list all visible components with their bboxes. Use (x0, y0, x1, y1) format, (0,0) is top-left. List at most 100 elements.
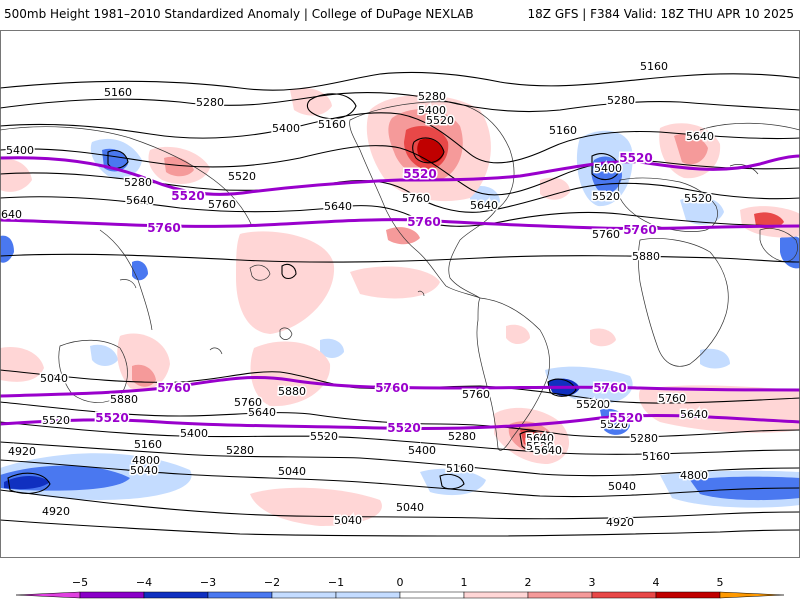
contour-label: 5040 (396, 501, 424, 514)
colorbar-tick-label: 1 (461, 576, 468, 589)
contour-label: 5400 (180, 427, 208, 440)
contour-label: 5280 (607, 94, 635, 107)
colorbar-tick-label: 2 (525, 576, 532, 589)
negative-anomaly-shading (0, 130, 800, 508)
contour-label: 5160 (104, 86, 132, 99)
contour-label: 4800 (680, 469, 708, 482)
highlight-contours (0, 154, 800, 430)
colorbar-tick-label: 4 (653, 576, 660, 589)
contour-label: 5640 (534, 444, 562, 457)
contour-label: 5520 (426, 114, 454, 127)
contour-label: 5400 (418, 104, 446, 117)
colorbar-segment (79, 591, 145, 599)
contour-label: 5640 (324, 200, 352, 213)
contour-label: 5280 (448, 430, 476, 443)
height-contours (0, 71, 800, 537)
contour-label: 5160 (318, 118, 346, 131)
colorbar-segment (527, 591, 593, 599)
contour-label: 5760 (402, 192, 430, 205)
contour-label: 5400 (6, 144, 34, 157)
highlight-contour-label: 5760 (147, 221, 180, 235)
contour-label: 5520 (42, 414, 70, 427)
colorbar: −5 −4 −3 −2 −1 0 1 2 3 4 5 (0, 558, 800, 600)
contour-label: 5400 (594, 162, 622, 175)
highlight-contour-label: 5760 (375, 381, 408, 395)
colorbar-segment (591, 591, 657, 599)
highlight-contour-label: 5760 (593, 381, 626, 395)
colorbar-tick-label: −1 (328, 576, 344, 589)
contour-label: 5520 (310, 430, 338, 443)
contour-label: 5280 (124, 176, 152, 189)
contour-label: 5280 (630, 432, 658, 445)
highlight-contour-label: 5520 (609, 411, 642, 425)
colorbar-tick-label: −5 (72, 576, 88, 589)
contour-label: 5640 (0, 208, 22, 221)
highlight-contour-label: 5760 (157, 381, 190, 395)
contour-label: 5040 (130, 464, 158, 477)
contour-label: 5760 (234, 396, 262, 409)
colorbar-boxes (15, 591, 785, 599)
colorbar-tick-labels: −5 −4 −3 −2 −1 0 1 2 3 4 5 (72, 576, 724, 589)
highlight-contour-label: 5520 (619, 151, 652, 165)
contour-label: 5280 (418, 90, 446, 103)
contour-label: 5400 (408, 444, 436, 457)
colorbar-segment (399, 591, 465, 599)
contour-label: 5760 (658, 392, 686, 405)
highlight-contour-label: 5760 (623, 223, 656, 237)
contour-label: 5280 (196, 96, 224, 109)
contour-label: 5160 (642, 450, 670, 463)
colorbar-segment (463, 591, 529, 599)
contour-label: 5040 (334, 514, 362, 527)
contour-label: 5880 (110, 393, 138, 406)
contour-label: 5640 (686, 130, 714, 143)
contour-label: 5880 (278, 385, 306, 398)
contour-label: 5520 (576, 398, 604, 411)
contour-label: 4800 (132, 454, 160, 467)
colorbar-arrow-left (15, 591, 81, 599)
highlight-contour-label: 5520 (171, 189, 204, 203)
highlight-contour-label: 5760 (407, 215, 440, 229)
model-run-info: 18Z GFS | F384 Valid: 18Z THU APR 10 202… (527, 7, 794, 21)
contour-label: 5520 (600, 418, 628, 431)
contour-label: 5160 (446, 462, 474, 475)
contour-label: 5640 (126, 194, 154, 207)
contour-label: 5760 (462, 388, 490, 401)
contour-label: 4920 (606, 516, 634, 529)
contour-label: 5280 (226, 444, 254, 457)
contour-label: 5520 (228, 170, 256, 183)
colorbar-segment (207, 591, 273, 599)
colorbar-arrow-right (719, 591, 785, 599)
contour-label: 5520 (526, 440, 554, 453)
contour-label: 5400 (582, 398, 610, 411)
contour-label: 5520 (684, 192, 712, 205)
contour-label: 5160 (640, 60, 668, 73)
contour-label: 5040 (40, 372, 68, 385)
colorbar-segment (655, 591, 721, 599)
contour-label: 5640 (526, 432, 554, 445)
colorbar-segment (271, 591, 337, 599)
colorbar-tick-label: −2 (264, 576, 280, 589)
highlight-contour-label: 5520 (95, 411, 128, 425)
contour-label: 5040 (278, 465, 306, 478)
colorbar-tick-label: 0 (397, 576, 404, 589)
colorbar-segment (335, 591, 401, 599)
contour-label: 5160 (134, 438, 162, 451)
contour-label: 5040 (608, 480, 636, 493)
contour-label: 5400 (272, 122, 300, 135)
colorbar-tick-label: 3 (589, 576, 596, 589)
contour-label: 4920 (42, 505, 70, 518)
contour-label: 4920 (8, 445, 36, 458)
contour-label: 5640 (470, 199, 498, 212)
colorbar-tick-label: −4 (136, 576, 152, 589)
colorbar-tick-label: 5 (717, 576, 724, 589)
colorbar-tick-label: −3 (200, 576, 216, 589)
contour-label: 5760 (208, 198, 236, 211)
contour-label: 5760 (592, 228, 620, 241)
header: 500mb Height 1981–2010 Standardized Anom… (0, 0, 800, 30)
contour-label: 5160 (549, 124, 577, 137)
anomaly-map: 5160 5280 5400 5160 5280 5400 5520 5160 5160 5280… (0, 30, 800, 558)
highlight-contour-label: 5520 (387, 421, 420, 435)
positive-anomaly-shading (0, 87, 800, 526)
